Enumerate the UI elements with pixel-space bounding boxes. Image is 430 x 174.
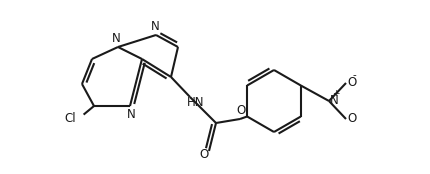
Text: O: O <box>347 77 356 89</box>
Text: N: N <box>112 32 121 45</box>
Text: +: + <box>332 89 339 98</box>
Text: N: N <box>150 20 160 33</box>
Text: N: N <box>330 94 339 108</box>
Text: Cl: Cl <box>64 113 76 125</box>
Text: O: O <box>200 148 209 161</box>
Text: O: O <box>237 105 246 117</box>
Text: O: O <box>347 113 356 125</box>
Text: HN: HN <box>187 97 205 109</box>
Text: N: N <box>127 108 136 121</box>
Text: -: - <box>353 70 356 80</box>
